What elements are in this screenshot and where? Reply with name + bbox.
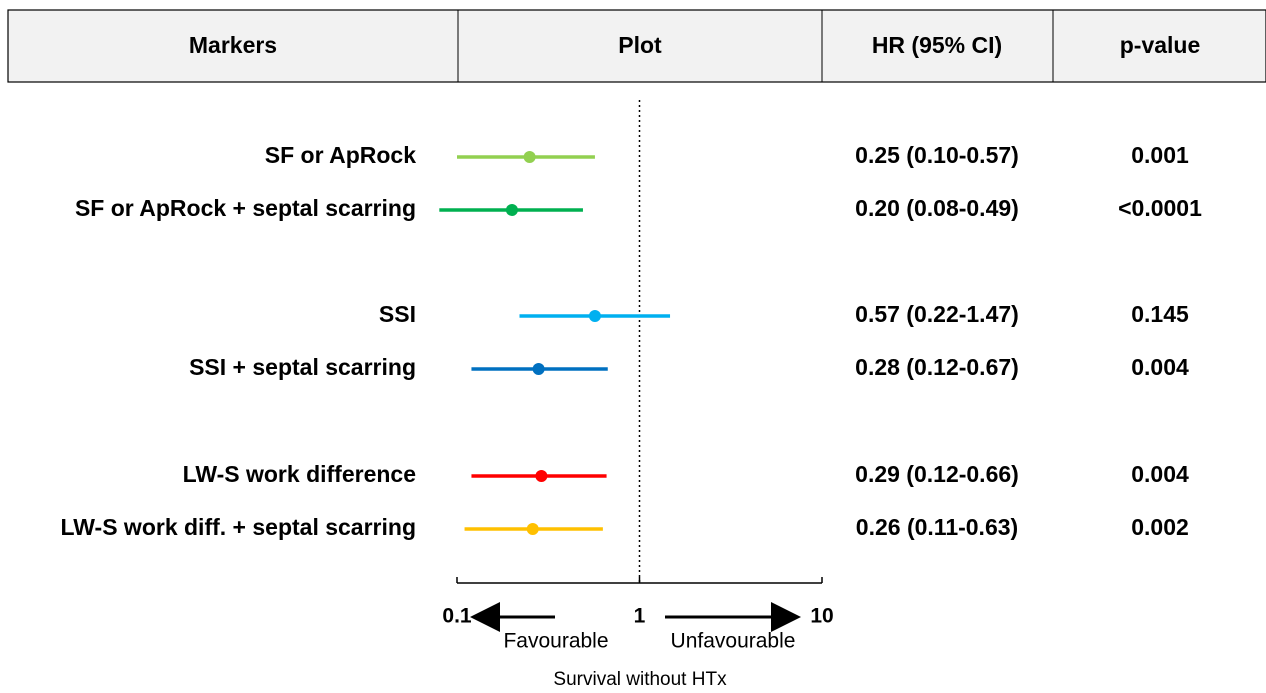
marker-label: SSI (379, 301, 416, 327)
hr-point (526, 523, 539, 535)
hr-label: 0.25 (0.10-0.57) (855, 142, 1019, 168)
marker-label: LW-S work diff. + septal scarring (61, 514, 416, 540)
column-header: p-value (1120, 32, 1201, 58)
hr-point (588, 310, 601, 322)
hr-label: 0.57 (0.22-1.47) (855, 301, 1019, 327)
column-header: Plot (618, 32, 662, 58)
header-row (7, 9, 1266, 83)
p-value: 0.002 (1131, 514, 1189, 540)
marker-label: SF or ApRock + septal scarring (75, 195, 416, 221)
marker-label: SF or ApRock (265, 142, 416, 168)
x-tick-label: 10 (810, 605, 833, 628)
hr-label: 0.29 (0.12-0.66) (855, 461, 1019, 487)
x-tick-label: 0.1 (442, 605, 472, 628)
hr-label: 0.28 (0.12-0.67) (855, 354, 1019, 380)
hr-point (505, 204, 518, 216)
annotation: Favourable (503, 630, 608, 653)
p-value: 0.004 (1131, 354, 1189, 380)
annotation: Unfavourable (671, 630, 796, 653)
column-header: Markers (189, 32, 277, 58)
x-axis-label: Survival without HTx (553, 669, 727, 690)
p-value: 0.004 (1131, 461, 1189, 487)
p-value: 0.145 (1131, 301, 1189, 327)
x-tick-label: 1 (634, 605, 646, 628)
marker-label: SSI + septal scarring (189, 354, 416, 380)
hr-point (523, 151, 536, 163)
hr-label: 0.26 (0.11-0.63) (856, 514, 1018, 540)
p-value: 0.001 (1131, 142, 1189, 168)
hr-label: 0.20 (0.08-0.49) (855, 195, 1019, 221)
p-value: <0.0001 (1118, 195, 1202, 221)
hr-point (535, 470, 548, 482)
marker-label: LW-S work difference (183, 461, 416, 487)
hr-point (532, 363, 545, 375)
column-header: HR (95% CI) (872, 32, 1002, 58)
